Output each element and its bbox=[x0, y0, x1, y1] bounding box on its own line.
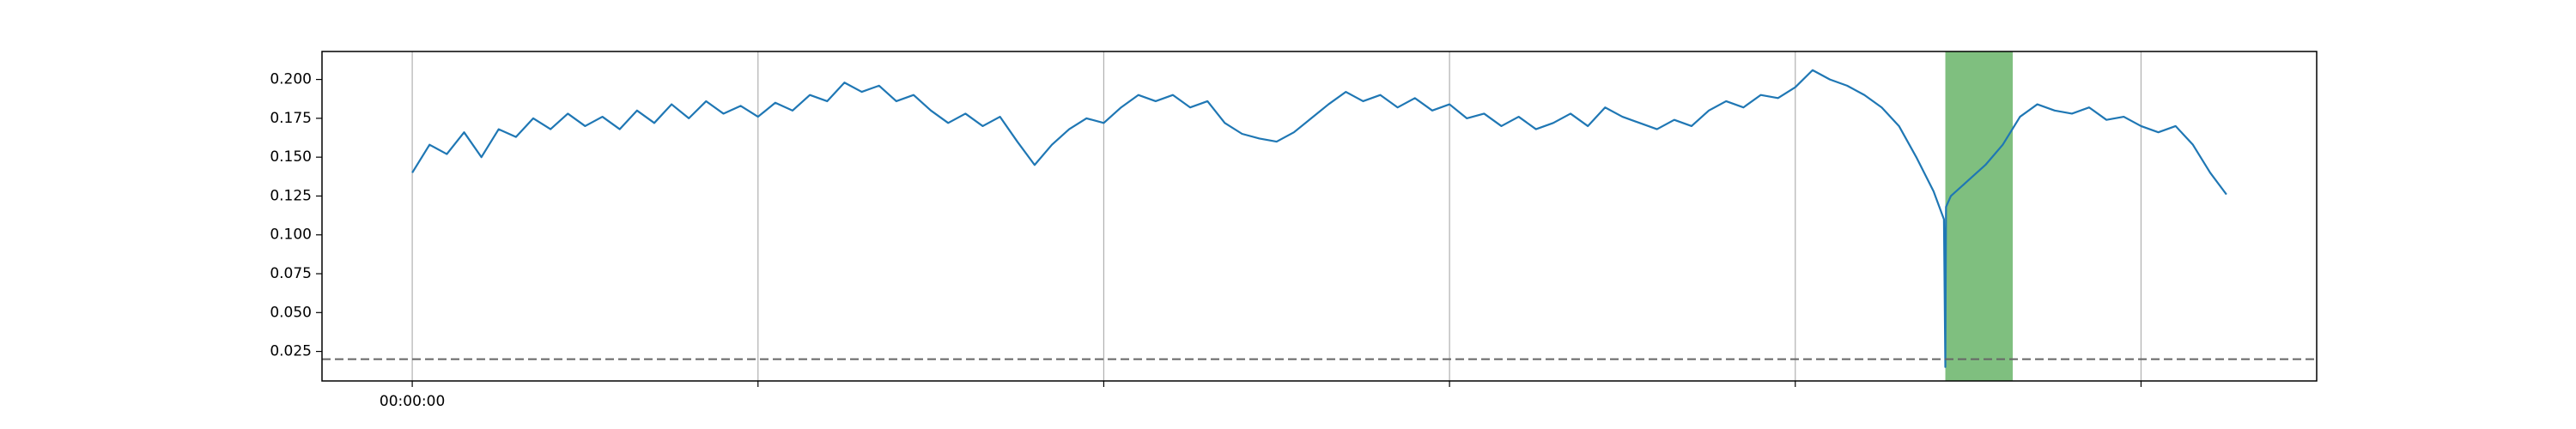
y-tick-label: 0.150 bbox=[270, 148, 312, 166]
y-tick-label: 0.075 bbox=[270, 265, 312, 282]
y-tick-label: 0.025 bbox=[270, 343, 312, 360]
x-tick-label: 00:00:00 bbox=[380, 393, 445, 410]
y-tick-label: 0.100 bbox=[270, 227, 312, 244]
y-tick-label: 0.050 bbox=[270, 304, 312, 321]
y-tick-label: 0.125 bbox=[270, 187, 312, 204]
data-line bbox=[411, 69, 2227, 368]
y-tick-label: 0.200 bbox=[270, 71, 312, 88]
y-tick-label: 0.175 bbox=[270, 110, 312, 127]
highlight-span bbox=[1945, 51, 2014, 381]
plot-frame bbox=[321, 51, 2318, 382]
